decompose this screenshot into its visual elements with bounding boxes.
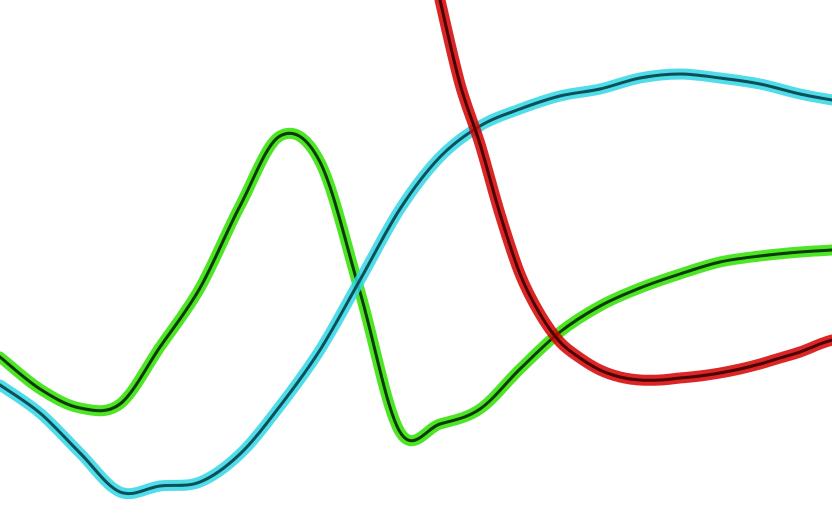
series-1-glow [0,68,832,500]
series-2-line [434,0,832,386]
series-1-core [0,72,832,496]
series-0-core [0,131,832,443]
series-0-line [0,127,832,447]
series-1-line [0,68,832,500]
series-2-core [438,0,832,382]
series-2-glow [434,0,832,386]
